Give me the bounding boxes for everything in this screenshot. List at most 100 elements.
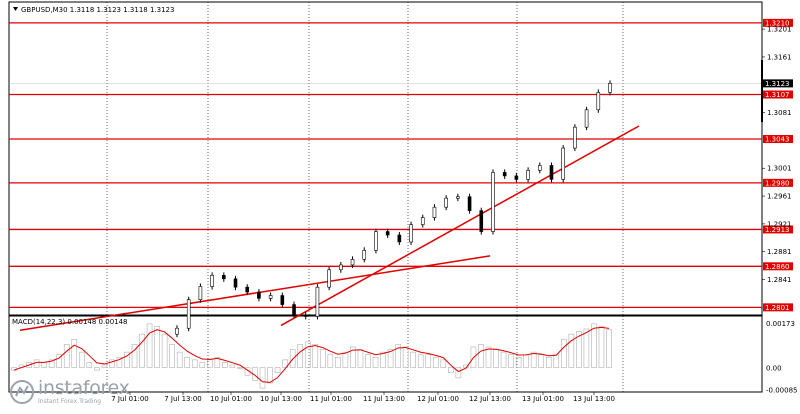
- macd-bar-36: [282, 359, 288, 368]
- macd-bar-48: [372, 356, 379, 368]
- macd-bar-44: [342, 351, 349, 368]
- macd-bar-7: [63, 344, 70, 368]
- macd-bar-23: [184, 356, 191, 368]
- x-tick-label-5: 11 Jul 13:00: [363, 395, 405, 403]
- macd-bar-24: [191, 359, 198, 368]
- candle-body-19: [397, 234, 402, 243]
- instaforex-logo-icon: [10, 380, 34, 404]
- level-tag-1.3107: [763, 90, 793, 99]
- y-tick-label-5: 1.2921: [767, 220, 792, 228]
- x-tick-label-4: 11 Jul 01:00: [310, 395, 352, 403]
- macd-bar-42: [327, 354, 334, 368]
- macd-bar-12: [101, 364, 108, 368]
- candle-body-29: [514, 175, 519, 180]
- candle-body-5: [233, 278, 238, 288]
- candle-body-22: [432, 206, 437, 218]
- candle-body-30: [526, 170, 530, 180]
- macd-bar-55: [425, 354, 432, 368]
- macd-bar-28: [222, 362, 228, 368]
- level-tag-1.2913: [763, 225, 793, 234]
- macd-bar-63: [485, 346, 492, 368]
- x-tick-label-6: 12 Jul 01:00: [417, 395, 459, 403]
- macd-bar-77: [591, 323, 597, 368]
- macd-bar-33: [259, 367, 266, 389]
- candle-body-9: [280, 295, 285, 305]
- candle-body-14: [339, 264, 343, 271]
- candle-body-7: [257, 291, 261, 299]
- level-label-1.3210: 1.3210: [765, 19, 790, 27]
- candle-body-6: [245, 286, 250, 293]
- trendline-1: [280, 125, 640, 327]
- level-label-1.2913: 1.2913: [765, 226, 790, 234]
- level-label-1.2980: 1.2980: [765, 179, 790, 187]
- candle-body-0: [175, 327, 179, 335]
- candle-body-13: [327, 269, 331, 288]
- macd-bar-2: [26, 362, 32, 368]
- candle-body-18: [385, 231, 390, 236]
- candle-body-26: [479, 210, 484, 232]
- candle-body-36: [596, 92, 601, 111]
- macd-bar-18: [146, 323, 153, 368]
- main-plot-frame: [8, 1, 763, 316]
- candle-body-2: [198, 286, 203, 300]
- macd-bar-19: [154, 326, 160, 368]
- macd-bar-38: [297, 344, 304, 368]
- candle-body-23: [444, 197, 448, 208]
- candle-body-24: [456, 196, 460, 199]
- macd-bar-15: [124, 351, 130, 368]
- macd-bar-65: [500, 351, 507, 368]
- x-tick-label-8: 13 Jul 01:00: [522, 395, 564, 403]
- trendline-0: [19, 255, 491, 332]
- macd-bar-50: [387, 349, 394, 368]
- macd-bar-35: [274, 367, 281, 374]
- macd-bar-75: [576, 331, 582, 368]
- y-tick-label-2: 1.3081: [767, 109, 792, 117]
- collapse-arrow-icon[interactable]: [13, 7, 18, 11]
- macd-bar-58: [448, 367, 454, 374]
- candle-body-15: [350, 259, 355, 266]
- macd-bar-47: [365, 354, 371, 368]
- macd-bar-62: [478, 344, 484, 368]
- y-tick-label-1: 1.3161: [767, 53, 792, 61]
- candle-body-32: [549, 165, 554, 180]
- x-tick-label-2: 10 Jul 01:00: [210, 395, 252, 403]
- macd-bar-5: [48, 359, 55, 368]
- macd-bar-27: [214, 356, 221, 368]
- macd-bar-51: [395, 344, 401, 368]
- level-tag-1.3043: [763, 135, 793, 144]
- macd-bar-67: [515, 356, 522, 368]
- macd-bar-29: [229, 364, 236, 368]
- level-tag-1.3210: [763, 18, 793, 27]
- macd-tick-2: -0.00085: [766, 386, 797, 394]
- macd-bar-14: [116, 356, 123, 368]
- macd-bar-17: [139, 333, 145, 368]
- candle-body-10: [292, 304, 296, 316]
- macd-bar-13: [109, 359, 115, 368]
- macd-bar-41: [319, 349, 326, 368]
- macd-bar-66: [508, 354, 514, 368]
- macd-bar-61: [470, 346, 477, 368]
- candle-body-33: [561, 147, 565, 180]
- macd-bar-79: [606, 329, 612, 368]
- macd-bar-40: [312, 344, 319, 368]
- candle-body-11: [303, 314, 308, 317]
- current-price-label: 1.3123: [765, 80, 790, 88]
- candle-body-35: [584, 109, 589, 128]
- macd-bar-74: [568, 333, 575, 368]
- level-label-1.2860: 1.2860: [765, 263, 790, 271]
- macd-bar-30: [237, 367, 243, 369]
- macd-bar-6: [56, 354, 62, 368]
- macd-bar-49: [380, 351, 386, 368]
- macd-bar-25: [199, 362, 206, 368]
- macd-bar-16: [131, 344, 138, 368]
- watermark-tagline: Instant Forex Trading: [38, 398, 102, 405]
- macd-bar-11: [94, 367, 100, 371]
- macd-bar-56: [432, 356, 439, 368]
- macd-bar-45: [350, 346, 356, 368]
- macd-tick-0: 0.00173: [766, 320, 795, 328]
- candle-body-4: [222, 275, 226, 280]
- macd-bar-34: [267, 367, 273, 384]
- macd-bar-78: [598, 326, 605, 368]
